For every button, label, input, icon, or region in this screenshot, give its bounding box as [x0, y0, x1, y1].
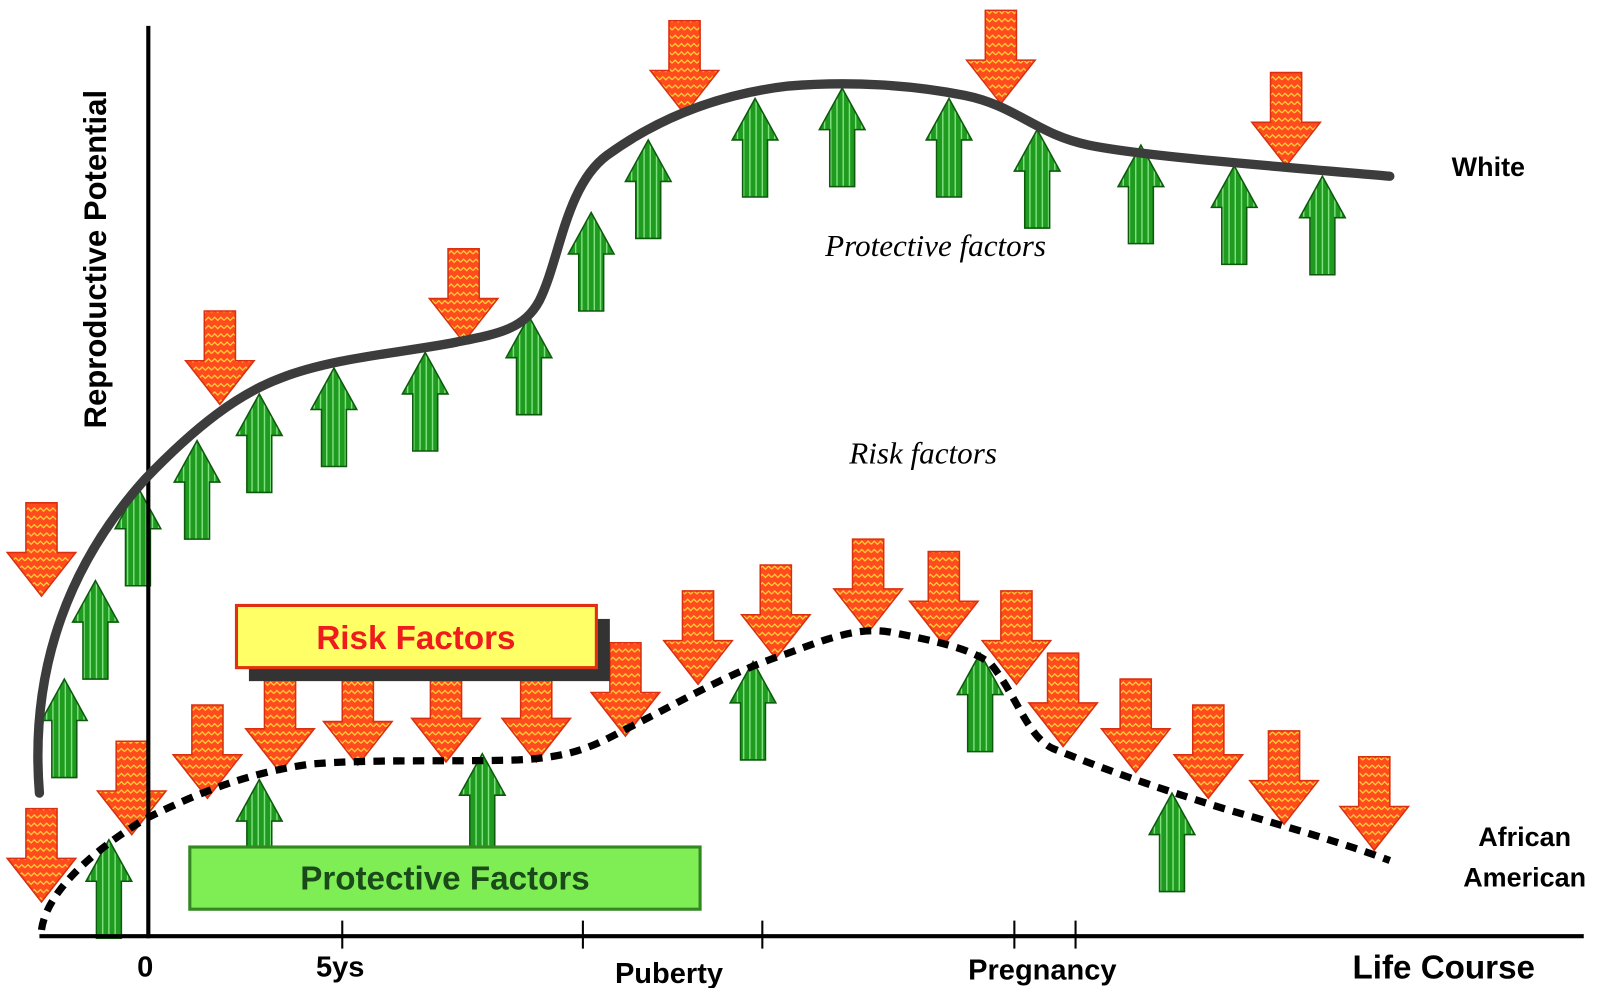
risk-arrow — [739, 564, 812, 660]
african-american-curve — [37, 627, 1392, 931]
risk-arrow — [648, 19, 721, 116]
protective-arrow — [172, 438, 222, 540]
protective-arrow — [84, 838, 134, 940]
x-axis-title: Life Course — [1352, 950, 1535, 987]
risk-arrow — [1248, 730, 1320, 826]
risk-arrow — [1027, 652, 1099, 748]
risk-arrow — [244, 678, 316, 774]
risk-arrow — [589, 641, 662, 738]
legend-protective: Protective Factors — [300, 861, 590, 898]
protective-arrow — [728, 659, 778, 761]
x-label: Pregnancy — [968, 955, 1116, 987]
risk-arrow — [662, 590, 734, 686]
risk-arrow — [965, 9, 1037, 105]
risk-arrow — [95, 740, 168, 836]
risk-arrow — [171, 704, 244, 800]
x-label: 5ys — [316, 952, 364, 984]
annotation: Protective factors — [824, 228, 1046, 263]
protective-arrow — [71, 578, 120, 680]
protective-arrow — [956, 651, 1005, 753]
protective-arrow — [401, 350, 450, 452]
legend-risk: Risk Factors — [316, 620, 515, 657]
protective-arrow — [458, 752, 507, 853]
risk-arrow — [908, 550, 980, 647]
protective-arrow — [924, 96, 974, 198]
protective-arrow — [504, 314, 554, 416]
protective-arrow — [624, 138, 673, 240]
protective-arrow — [40, 677, 89, 779]
aa-label: African — [1478, 822, 1571, 852]
protective-arrow — [1013, 127, 1062, 229]
risk-arrow — [184, 310, 256, 406]
protective-arrow — [818, 86, 867, 188]
risk-arrow — [1172, 704, 1245, 800]
risk-arrow — [1099, 678, 1172, 774]
protective-arrow — [1116, 143, 1166, 245]
protective-arrow — [1147, 791, 1197, 893]
y-axis-label: Reproductive Potential — [78, 90, 113, 429]
risk-arrow — [1250, 71, 1322, 168]
risk-arrow — [321, 671, 394, 767]
legend-risk-box — [234, 603, 598, 670]
protective-arrow — [567, 210, 616, 312]
protective-arrow — [1210, 164, 1259, 266]
protective-arrow — [309, 366, 359, 468]
risk-arrow — [832, 538, 904, 634]
x-label: 0 — [137, 952, 153, 984]
risk-arrow — [5, 807, 78, 904]
risk-arrow — [1338, 756, 1411, 852]
protective-arrow — [1298, 174, 1347, 276]
protective-arrow — [730, 96, 780, 198]
risk-arrow — [5, 502, 78, 598]
risk-arrow — [410, 667, 482, 764]
risk-arrow — [427, 248, 500, 344]
protective-arrow — [235, 392, 284, 494]
legend-protective-box — [188, 845, 702, 911]
white-curve — [33, 79, 1395, 798]
aa-label: American — [1463, 862, 1586, 892]
risk-arrow — [980, 590, 1053, 686]
x-ticks — [341, 920, 1077, 949]
x-label: Puberty — [615, 958, 723, 988]
white-label: White — [1452, 152, 1525, 182]
annotation: Risk factors — [848, 435, 997, 470]
risk-arrow — [500, 667, 573, 764]
